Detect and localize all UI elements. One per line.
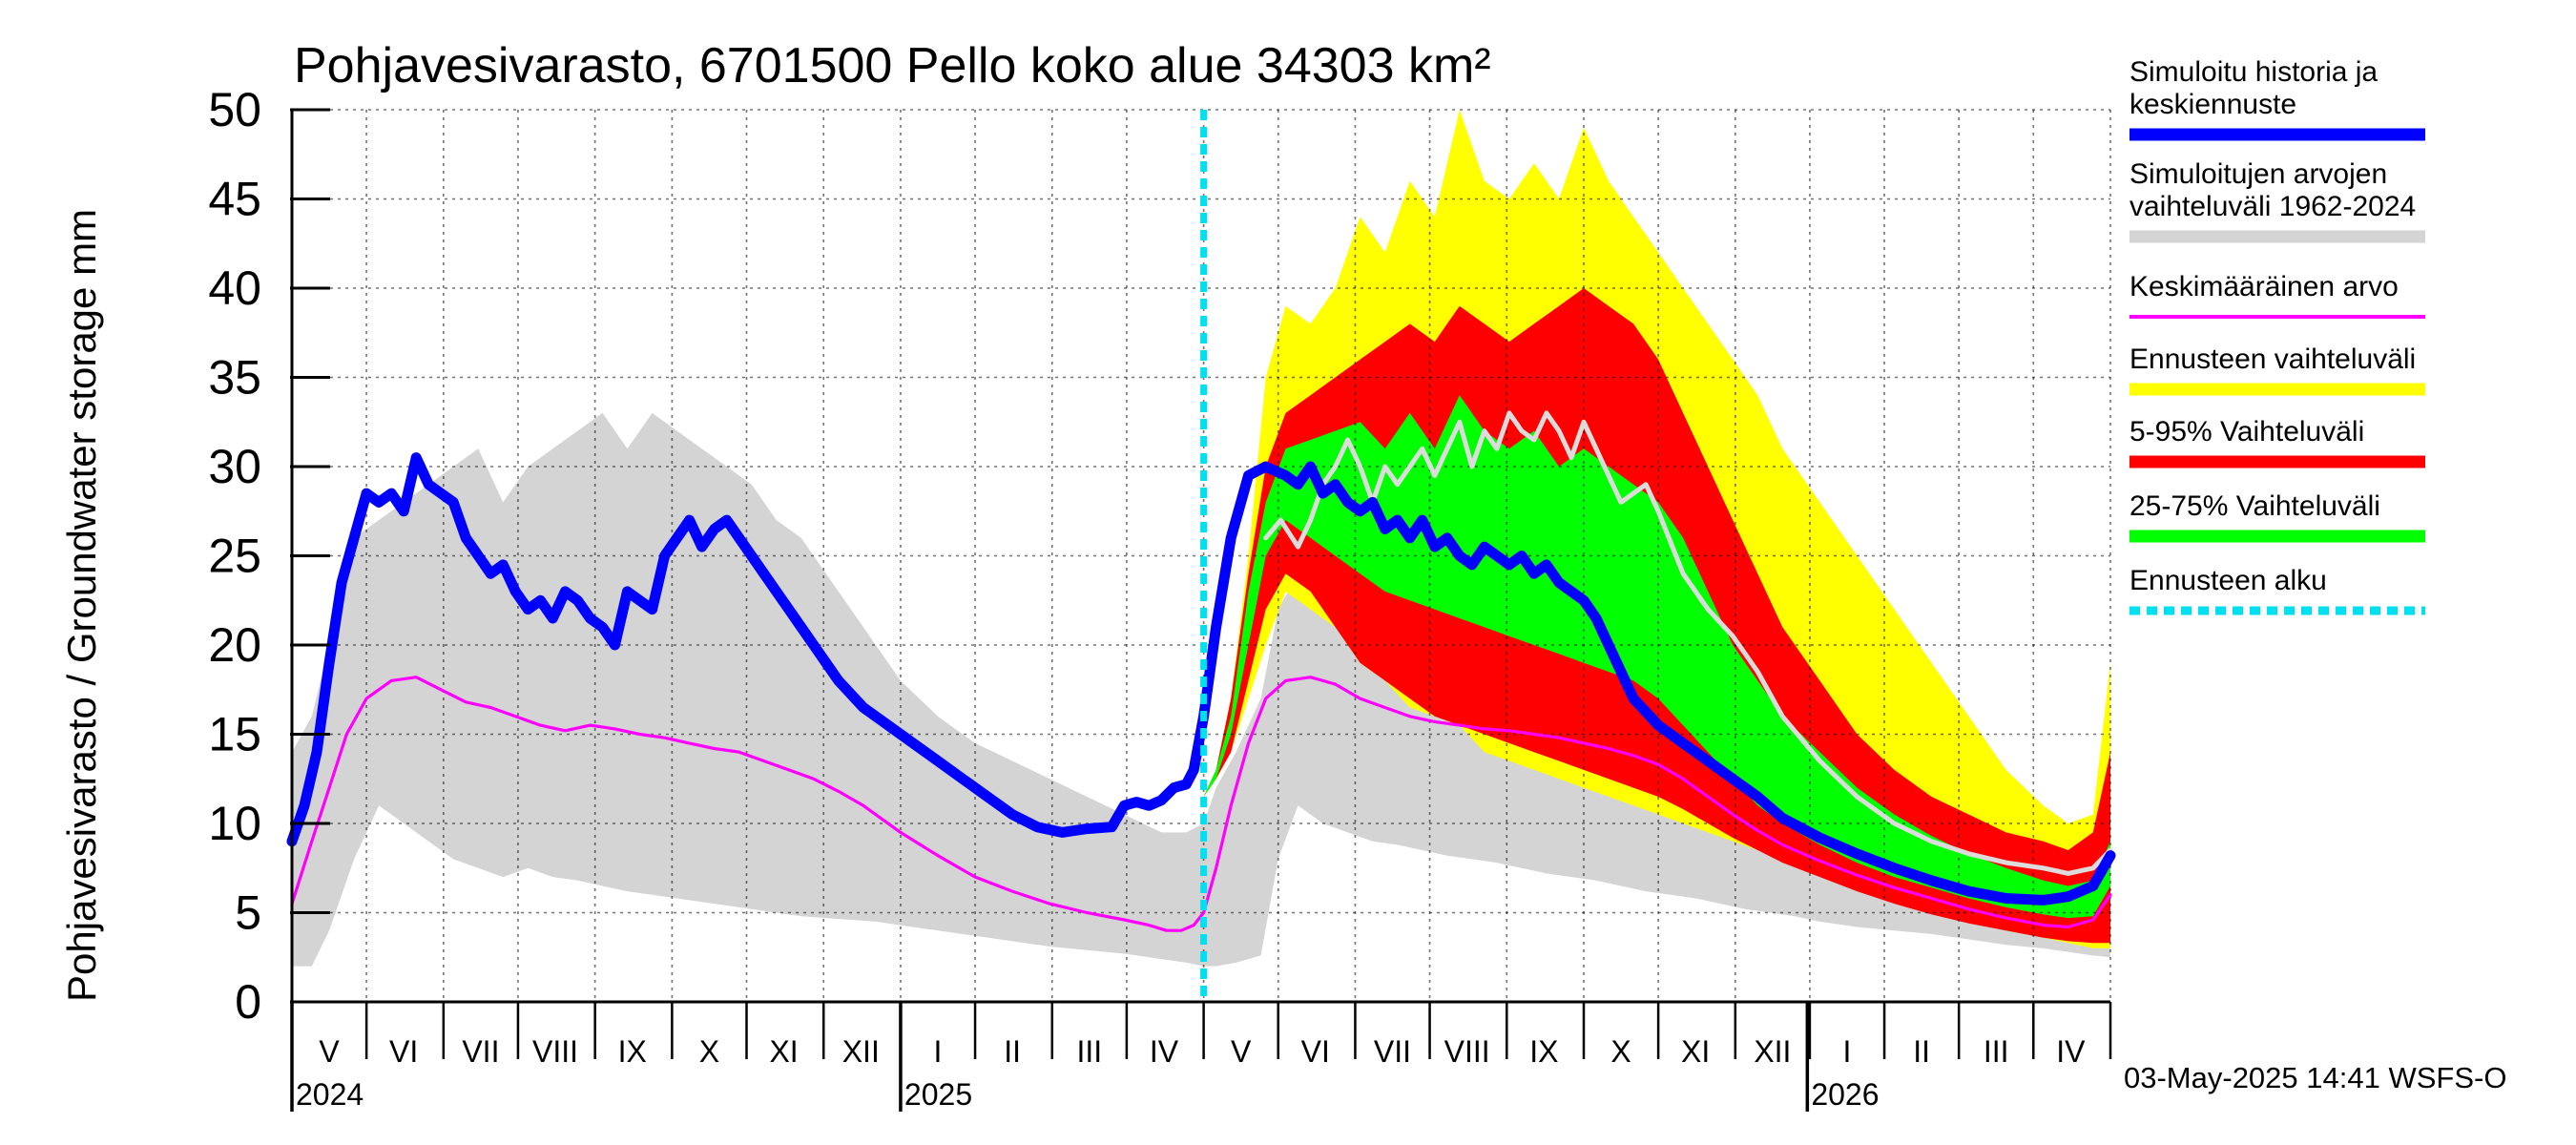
x-month-label-10: III bbox=[1076, 1034, 1102, 1069]
x-month-label-8: I bbox=[934, 1034, 943, 1069]
x-month-label-18: XI bbox=[1681, 1034, 1710, 1069]
x-month-label-21: II bbox=[1913, 1034, 1930, 1069]
x-year-label-1: 2025 bbox=[904, 1077, 972, 1112]
legend-label-0-line-0: Simuloitu historia ja bbox=[2129, 56, 2378, 88]
series-line-keskim-r-inen-arvo bbox=[290, 676, 2112, 932]
x-month-label-17: X bbox=[1610, 1034, 1631, 1069]
x-month-label-19: XII bbox=[1754, 1034, 1791, 1069]
x-month-label-14: VII bbox=[1374, 1034, 1411, 1069]
x-month-label-11: IV bbox=[1150, 1034, 1179, 1069]
x-month-label-20: I bbox=[1843, 1034, 1852, 1069]
x-month-label-1: VI bbox=[389, 1034, 418, 1069]
legend-label-4: 5-95% Vaihteluväli bbox=[2129, 416, 2364, 448]
y-axis-label: Pohjavesivarasto / Groundwater storage m… bbox=[59, 209, 104, 1002]
x-year-label-2: 2026 bbox=[1811, 1077, 1879, 1112]
x-month-label-16: IX bbox=[1529, 1034, 1558, 1069]
y-tick-label-40: 40 bbox=[208, 261, 261, 315]
chart-title: Pohjavesivarasto, 6701500 Pello koko alu… bbox=[294, 38, 1491, 94]
y-tick-label-20: 20 bbox=[208, 618, 261, 672]
y-tick-label-10: 10 bbox=[208, 797, 261, 850]
y-tick-label-35: 35 bbox=[208, 351, 261, 405]
y-tick-label-5: 5 bbox=[235, 886, 261, 940]
x-month-label-23: IV bbox=[2056, 1034, 2086, 1069]
x-year-label-0: 2024 bbox=[296, 1077, 364, 1112]
x-month-label-9: II bbox=[1004, 1034, 1021, 1069]
x-month-label-6: XI bbox=[769, 1034, 798, 1069]
y-tick-label-45: 45 bbox=[208, 173, 261, 226]
x-month-label-4: IX bbox=[618, 1034, 647, 1069]
legend-label-0-line-1: keskiennuste bbox=[2129, 89, 2296, 120]
legend-label-2: Keskimääräinen arvo bbox=[2129, 271, 2399, 302]
y-tick-label-25: 25 bbox=[208, 530, 261, 583]
x-month-label-2: VII bbox=[462, 1034, 499, 1069]
x-month-label-13: VI bbox=[1301, 1034, 1330, 1069]
x-month-label-5: X bbox=[699, 1034, 719, 1069]
legend-label-5: 25-75% Vaihteluväli bbox=[2129, 490, 2380, 522]
y-tick-label-0: 0 bbox=[235, 975, 261, 1029]
x-month-label-0: V bbox=[319, 1034, 340, 1069]
x-month-label-22: III bbox=[1984, 1034, 2009, 1069]
y-tick-label-30: 30 bbox=[208, 440, 261, 493]
footer-timestamp: 03-May-2025 14:41 WSFS-O bbox=[2124, 1061, 2506, 1094]
x-month-label-12: V bbox=[1231, 1034, 1252, 1069]
y-tick-label-50: 50 bbox=[208, 83, 261, 136]
legend-label-3: Ennusteen vaihteluväli bbox=[2129, 344, 2416, 375]
y-tick-label-15: 15 bbox=[208, 708, 261, 761]
series-line-simuloitu-historia-ja-keskiennuste-upper-scenario bbox=[1263, 410, 2113, 876]
legend-label-1-line-0: Simuloitujen arvojen bbox=[2129, 158, 2387, 190]
x-month-label-7: XII bbox=[842, 1034, 880, 1069]
series-line-simuloitu-historia-ja-keskiennuste bbox=[286, 452, 2116, 906]
legend-label-6: Ennusteen alku bbox=[2129, 565, 2327, 596]
legend-label-1-line-1: vaihteluväli 1962-2024 bbox=[2129, 191, 2416, 222]
x-month-label-15: VIII bbox=[1444, 1034, 1490, 1069]
x-month-label-3: VIII bbox=[532, 1034, 578, 1069]
